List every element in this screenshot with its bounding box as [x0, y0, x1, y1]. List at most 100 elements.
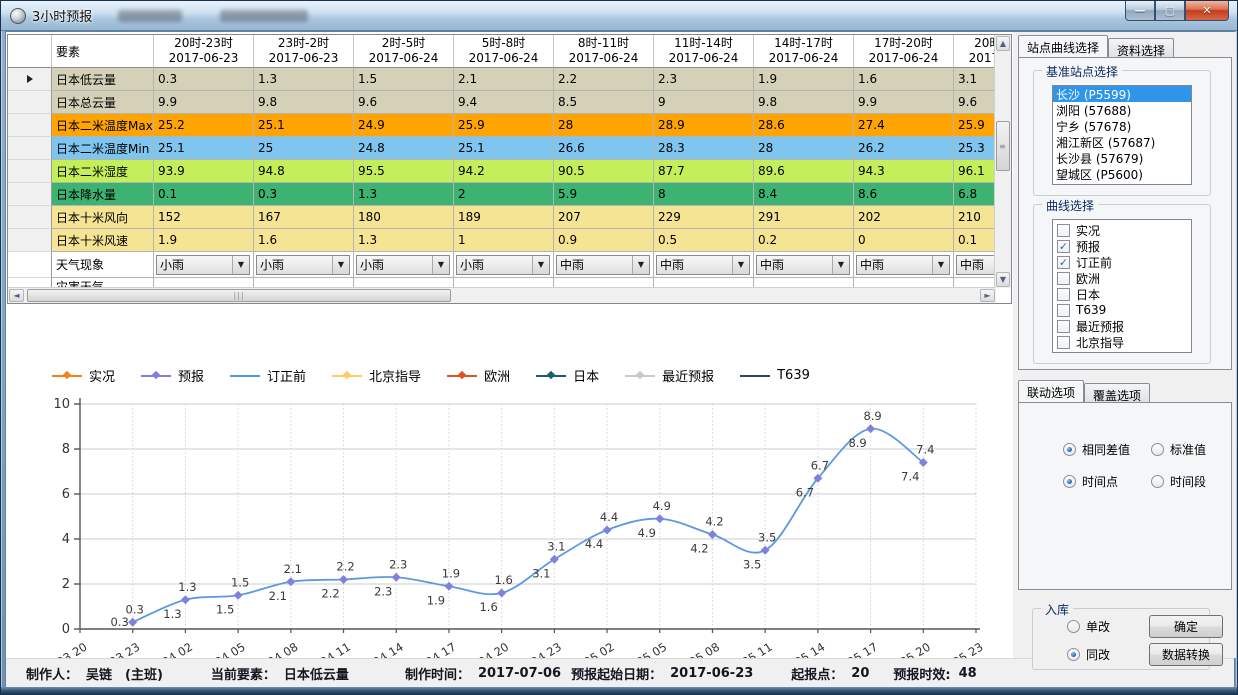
grid-cell[interactable]: 9.8 [254, 91, 354, 114]
weather-combo-cell[interactable]: 小雨 ▼ [254, 252, 354, 278]
link-option-radio[interactable]: 标准值 [1151, 441, 1206, 458]
radio-icon[interactable] [1067, 620, 1080, 633]
grid-cell[interactable]: 94.2 [454, 160, 554, 183]
grid-cell[interactable]: 28.6 [754, 114, 854, 137]
storage-radio[interactable]: 同改 [1067, 646, 1110, 663]
weather-combobox[interactable]: 中雨▼ [656, 254, 750, 275]
curve-checkbox-row[interactable]: 最近预报 [1053, 318, 1191, 334]
row-selector[interactable] [8, 229, 52, 252]
grid-cell[interactable]: 25.1 [154, 137, 254, 160]
grid-cell[interactable]: 2.1 [454, 68, 554, 91]
weather-combobox[interactable]: 小雨 ▼ [456, 254, 550, 275]
scroll-right-icon[interactable]: ► [980, 289, 995, 302]
grid-cell[interactable]: 189 [454, 206, 554, 229]
grid-cell[interactable]: 26.6 [554, 137, 654, 160]
grid-cell[interactable]: 0.9 [554, 229, 654, 252]
weather-combo-cell[interactable]: 中雨▼ [754, 252, 854, 278]
grid-cell[interactable] [754, 278, 854, 288]
weather-combo-cell[interactable]: 中雨▼ [654, 252, 754, 278]
grid-vertical-scrollbar[interactable]: ▲ ≡ ▼ [994, 35, 1011, 288]
checkbox-icon[interactable] [1057, 223, 1070, 237]
grid-cell[interactable]: 1 [454, 229, 554, 252]
grid-cell[interactable]: 6.8 [954, 183, 996, 206]
grid-cell[interactable]: 28.3 [654, 137, 754, 160]
chevron-down-icon[interactable]: ▼ [832, 255, 849, 274]
grid-cell[interactable]: 9.9 [154, 91, 254, 114]
row-selector[interactable] [8, 137, 52, 160]
row-selector[interactable] [8, 160, 52, 183]
grid-cell[interactable]: 28 [754, 137, 854, 160]
checkbox-icon[interactable]: ✓ [1057, 239, 1070, 253]
app-icon[interactable] [10, 7, 26, 24]
chevron-down-icon[interactable]: ▼ [732, 255, 749, 274]
grid-cell[interactable]: 0 [854, 229, 954, 252]
weather-combo-cell[interactable]: 中雨▼ [854, 252, 954, 278]
grid-cell[interactable]: 9.8 [754, 91, 854, 114]
radio-icon[interactable] [1067, 648, 1080, 661]
station-list-item[interactable]: 宁乡 (57678) [1056, 119, 1132, 134]
grid-cell[interactable]: 9 [654, 91, 754, 114]
grid-cell[interactable]: 0.1 [154, 183, 254, 206]
grid-cell[interactable]: 90.5 [554, 160, 654, 183]
weather-combobox[interactable]: 小雨 ▼ [156, 254, 250, 275]
row-selector[interactable] [8, 206, 52, 229]
grid-cell[interactable]: 8.5 [554, 91, 654, 114]
grid-cell[interactable]: 25.9 [454, 114, 554, 137]
chevron-down-icon[interactable]: ▼ [632, 255, 649, 274]
grid-cell[interactable]: 2 [454, 183, 554, 206]
grid-cell[interactable]: 87.7 [654, 160, 754, 183]
grid-cell[interactable]: 8.4 [754, 183, 854, 206]
grid-cell[interactable] [154, 278, 254, 288]
grid-cell[interactable] [454, 278, 554, 288]
row-selector[interactable] [8, 91, 52, 114]
maximize-button[interactable]: ▢ [1155, 1, 1185, 21]
weather-combobox[interactable]: 中雨▼ [756, 254, 850, 275]
grid-cell[interactable]: 9.9 [854, 91, 954, 114]
grid-cell[interactable]: 25.1 [454, 137, 554, 160]
grid-cell[interactable]: 25.3 [954, 137, 996, 160]
grid-cell[interactable]: 1.3 [254, 68, 354, 91]
grid-cell[interactable] [654, 278, 754, 288]
curve-checkbox-row[interactable]: ✓ 预报 [1057, 239, 1101, 254]
row-selector[interactable] [8, 114, 52, 137]
checkbox-icon[interactable] [1057, 271, 1070, 285]
checkbox-icon[interactable]: ✓ [1057, 255, 1070, 269]
confirm-button[interactable]: 确定 [1149, 615, 1223, 638]
grid-cell[interactable]: 167 [254, 206, 354, 229]
minimize-button[interactable]: — [1125, 1, 1155, 21]
grid-cell[interactable] [954, 278, 996, 288]
grid-cell[interactable]: 1.3 [354, 229, 454, 252]
station-list-item[interactable]: 望城区 (P5600) [1056, 167, 1143, 182]
grid-cell[interactable]: 93.9 [154, 160, 254, 183]
grid-cell[interactable]: 8 [654, 183, 754, 206]
checkbox-icon[interactable] [1057, 303, 1070, 317]
grid-cell[interactable]: 202 [854, 206, 954, 229]
grid-cell[interactable]: 0.1 [954, 229, 996, 252]
grid-cell[interactable]: 25.2 [154, 114, 254, 137]
checkbox-icon[interactable] [1057, 335, 1070, 349]
grid-cell[interactable]: 94.3 [854, 160, 954, 183]
chevron-down-icon[interactable]: ▼ [932, 255, 949, 274]
grid-cell[interactable] [854, 278, 954, 288]
grid-cell[interactable]: 0.3 [254, 183, 354, 206]
grid-cell[interactable] [554, 278, 654, 288]
grid-cell[interactable]: 1.6 [254, 229, 354, 252]
grid-cell[interactable]: 207 [554, 206, 654, 229]
grid-cell[interactable]: 96.1 [954, 160, 996, 183]
grid-cell[interactable]: 28 [554, 114, 654, 137]
grid-cell[interactable]: 1.9 [754, 68, 854, 91]
grid-cell[interactable]: 1.9 [154, 229, 254, 252]
weather-combo-cell[interactable]: 中雨▼ [554, 252, 654, 278]
curve-checkbox-row[interactable]: 欧洲 [1053, 270, 1191, 286]
grid-cell[interactable]: 180 [354, 206, 454, 229]
row-selector[interactable] [8, 278, 52, 288]
row-selector[interactable] [8, 252, 52, 278]
grid-cell[interactable]: 152 [154, 206, 254, 229]
grid-cell[interactable] [354, 278, 454, 288]
chevron-down-icon[interactable]: ▼ [232, 255, 249, 274]
grid-cell[interactable]: 24.9 [354, 114, 454, 137]
grid-cell[interactable] [254, 278, 354, 288]
station-list-item[interactable]: 长沙 (P5599) [1053, 86, 1191, 102]
tab-station-curve-select[interactable]: 站点曲线选择 [1018, 35, 1109, 57]
station-list-item[interactable]: 湘江新区 (57687) [1056, 135, 1156, 150]
